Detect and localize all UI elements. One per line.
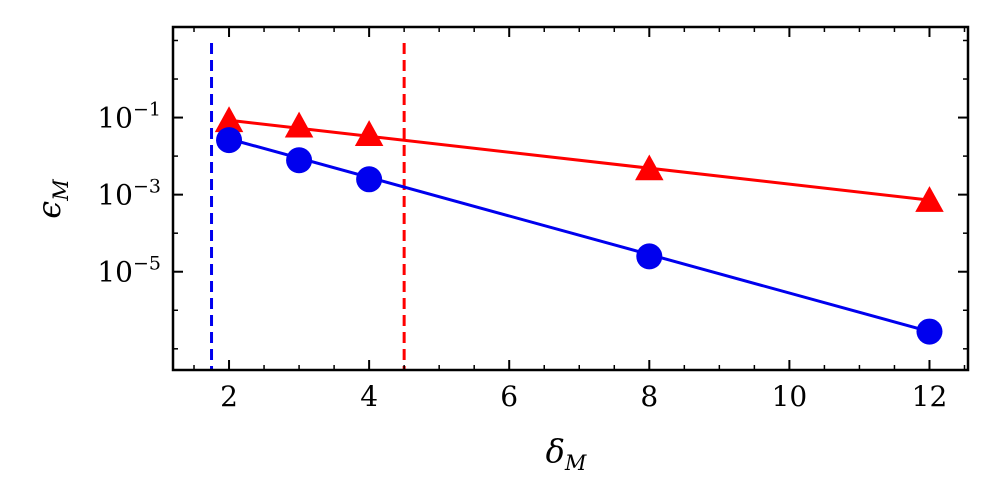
series-2-point-4 xyxy=(636,243,663,270)
series-1-point-3 xyxy=(354,120,384,146)
y-axis-label: ϵM xyxy=(30,179,73,219)
x-tick-label-12: 12 xyxy=(912,380,948,413)
x-tick-label-6: 6 xyxy=(500,380,518,413)
y-tick-label-2: 10−1 xyxy=(97,99,161,135)
series-2-line xyxy=(228,137,930,334)
series-1-point-5 xyxy=(915,186,944,212)
x-tick-label-10: 10 xyxy=(772,380,808,413)
series-2-point-1 xyxy=(216,127,243,154)
x-axis-label: δM xyxy=(546,432,587,475)
series-1-line xyxy=(228,118,930,202)
series-1-point-4 xyxy=(635,154,664,181)
series-2-point-3 xyxy=(356,166,383,193)
series-1-point-1 xyxy=(214,106,244,133)
series-2-point-2 xyxy=(286,147,313,174)
series-1-point-2 xyxy=(284,111,314,138)
y-tick-label-0: 10−5 xyxy=(97,253,161,289)
y-tick-label-1: 10−3 xyxy=(97,176,161,212)
x-tick-label-4: 4 xyxy=(360,380,378,413)
x-tick-label-2: 2 xyxy=(220,380,238,413)
x-tick-label-8: 8 xyxy=(640,380,658,413)
series-2-point-5 xyxy=(916,318,943,345)
plot-frame xyxy=(171,25,970,372)
